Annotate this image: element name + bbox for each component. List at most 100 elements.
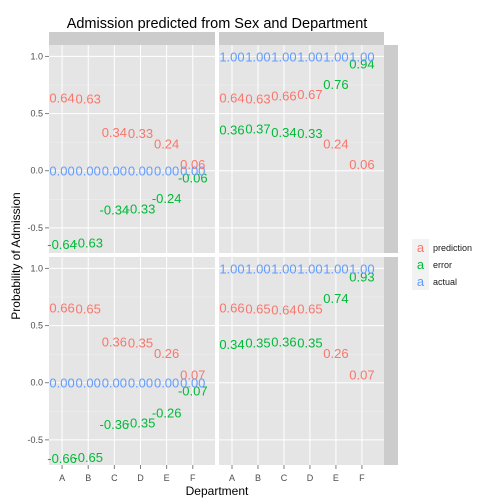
data-label-prediction: 0.67 bbox=[297, 87, 322, 102]
panel-background bbox=[49, 45, 215, 253]
legend-key-glyph: a bbox=[417, 240, 425, 255]
legend-label-actual: actual bbox=[433, 277, 457, 287]
data-label-actual: 0.00 bbox=[76, 376, 101, 391]
data-label-error: 0.33 bbox=[297, 126, 322, 141]
chart-title: Admission predicted from Sex and Departm… bbox=[67, 16, 368, 32]
data-label-error: -0.24 bbox=[152, 191, 182, 206]
data-label-actual: 0.00 bbox=[128, 164, 153, 179]
data-label-actual: 1.00 bbox=[297, 49, 322, 64]
y-tick-label: 0.5 bbox=[30, 109, 43, 119]
data-label-prediction: 0.66 bbox=[271, 88, 296, 103]
data-label-prediction: 0.66 bbox=[219, 300, 244, 315]
panel-background bbox=[219, 45, 384, 253]
y-tick-label: 0.0 bbox=[30, 166, 43, 176]
data-label-prediction: 0.26 bbox=[323, 346, 348, 361]
panel-male-admitted: 0.64 0.63 0.66 0.67 0.240.06 0.36 0.37 0.34 0.33… bbox=[219, 45, 384, 253]
data-label-prediction: 0.06 bbox=[349, 157, 374, 172]
data-label-prediction: 0.07 bbox=[349, 368, 374, 383]
data-label-error: -0.26 bbox=[152, 405, 182, 420]
y-tick-label: -0.5 bbox=[27, 435, 43, 445]
x-tick-label: A bbox=[229, 473, 235, 483]
data-label-error: 0.35 bbox=[245, 336, 270, 351]
data-label-actual: 0.00 bbox=[154, 376, 179, 391]
data-label-actual: 1.00 bbox=[245, 49, 270, 64]
y-tick-label: 1.0 bbox=[30, 263, 43, 273]
panel-female-admitted: 0.66 0.65 0.64 0.650.260.070.34 0.35 0.36 0.35… bbox=[219, 257, 384, 465]
facet-row-strip bbox=[384, 45, 398, 253]
data-label-error: 0.34 bbox=[271, 125, 296, 140]
data-label-error: -0.65 bbox=[73, 450, 103, 465]
data-label-actual: 0.00 bbox=[180, 376, 205, 391]
y-tick-label: 1.0 bbox=[30, 51, 43, 61]
legend-label-error: error bbox=[433, 260, 452, 270]
data-label-error: -0.63 bbox=[73, 236, 103, 251]
data-label-prediction: 0.65 bbox=[245, 301, 270, 316]
data-label-error: 0.35 bbox=[297, 336, 322, 351]
data-label-actual: 0.00 bbox=[102, 164, 127, 179]
data-label-prediction: 0.63 bbox=[76, 92, 101, 107]
data-label-error: 0.37 bbox=[245, 121, 270, 136]
data-label-prediction: 0.63 bbox=[245, 92, 270, 107]
legend-key-glyph: a bbox=[417, 274, 425, 289]
data-label-actual: 1.00 bbox=[297, 261, 322, 276]
data-label-actual: 0.00 bbox=[49, 376, 74, 391]
data-label-actual: 1.00 bbox=[245, 261, 270, 276]
data-label-actual: 0.00 bbox=[128, 376, 153, 391]
data-label-actual: 1.00 bbox=[219, 261, 244, 276]
data-label-error: 0.34 bbox=[219, 337, 244, 352]
facet-row-strip bbox=[384, 257, 398, 465]
facet-column-strip bbox=[49, 32, 215, 45]
data-label-actual: 1.00 bbox=[349, 261, 374, 276]
data-label-prediction: 0.24 bbox=[154, 136, 179, 151]
facet-column-strip bbox=[219, 32, 384, 45]
panel-background bbox=[49, 257, 215, 465]
x-tick-label: F bbox=[190, 473, 196, 483]
data-label-error: 0.74 bbox=[323, 291, 348, 306]
data-label-actual: 0.00 bbox=[49, 164, 74, 179]
data-label-prediction: 0.26 bbox=[154, 346, 179, 361]
data-label-prediction: 0.65 bbox=[76, 301, 101, 316]
legend-key-glyph: a bbox=[417, 257, 425, 272]
x-tick-label: B bbox=[255, 473, 261, 483]
data-label-prediction: 0.64 bbox=[219, 91, 244, 106]
data-label-actual: 0.00 bbox=[76, 164, 101, 179]
panel-background bbox=[219, 257, 384, 465]
data-label-actual: 0.00 bbox=[154, 164, 179, 179]
x-axis-label: Department bbox=[186, 484, 249, 498]
x-tick-label: C bbox=[281, 473, 288, 483]
data-label-actual: 1.00 bbox=[271, 49, 296, 64]
data-label-error: 0.36 bbox=[271, 335, 296, 350]
x-tick-label: B bbox=[85, 473, 91, 483]
data-label-actual: 1.00 bbox=[323, 49, 348, 64]
data-label-prediction: 0.24 bbox=[323, 136, 348, 151]
data-label-actual: 1.00 bbox=[219, 49, 244, 64]
data-label-actual: 0.00 bbox=[102, 376, 127, 391]
data-label-prediction: 0.66 bbox=[49, 300, 74, 315]
panel-male-not-admitted: 0.64 0.630.34 0.330.240.06-0.64-0.63-0.34-… bbox=[47, 45, 215, 253]
data-label-error: 0.76 bbox=[323, 77, 348, 92]
data-label-actual: 1.00 bbox=[323, 261, 348, 276]
x-tick-label: E bbox=[164, 473, 170, 483]
x-tick-label: A bbox=[59, 473, 65, 483]
y-tick-label: -0.5 bbox=[27, 223, 43, 233]
x-tick-label: C bbox=[111, 473, 118, 483]
x-tick-label: D bbox=[307, 473, 314, 483]
data-label-prediction: 0.35 bbox=[128, 336, 153, 351]
x-tick-label: D bbox=[137, 473, 144, 483]
data-label-actual: 1.00 bbox=[271, 261, 296, 276]
y-tick-label: 0.0 bbox=[30, 378, 43, 388]
data-label-prediction: 0.64 bbox=[49, 91, 74, 106]
data-label-prediction: 0.33 bbox=[128, 126, 153, 141]
data-label-prediction: 0.65 bbox=[297, 301, 322, 316]
data-label-prediction: 0.36 bbox=[102, 335, 127, 350]
data-label-prediction: 0.34 bbox=[102, 125, 127, 140]
x-tick-label: E bbox=[333, 473, 339, 483]
x-tick-label: F bbox=[359, 473, 365, 483]
facet-grid: 0.64 0.630.34 0.330.240.06-0.64-0.63-0.34-… bbox=[27, 32, 398, 483]
y-axis-label: Probability of Admission bbox=[9, 192, 23, 319]
data-label-prediction: 0.64 bbox=[271, 303, 296, 318]
y-tick-label: 0.5 bbox=[30, 321, 43, 331]
legend-label-prediction: prediction bbox=[433, 243, 472, 253]
